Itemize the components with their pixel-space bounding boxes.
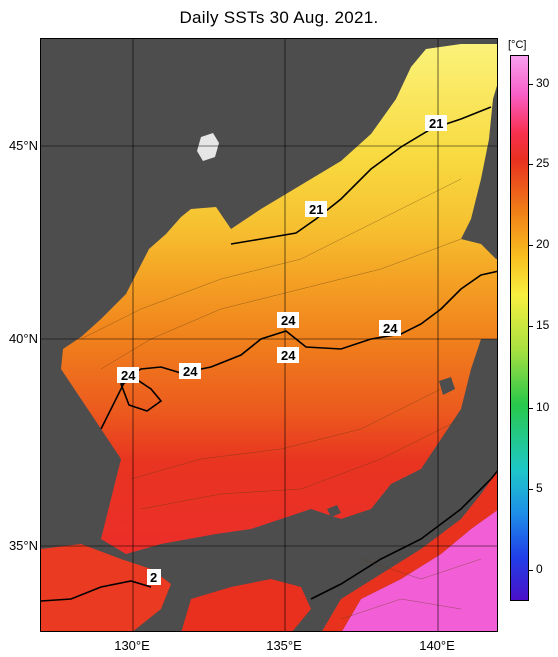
colorbar-unit: [°C] <box>508 39 527 51</box>
lon-label-130: 130°E <box>114 638 150 653</box>
hokkaido-land <box>461 85 497 259</box>
colorbar-tick: 15 <box>536 318 550 332</box>
contour-label: 21 <box>429 116 443 131</box>
contour-label: 2 <box>150 570 157 585</box>
lat-label-45: 45°N <box>8 138 38 153</box>
colorbar-tick: 25 <box>536 156 550 170</box>
contour-label: 24 <box>383 321 398 336</box>
lake-khanka <box>197 133 219 161</box>
sado-island <box>439 377 455 395</box>
sea-of-japan <box>61 44 497 554</box>
map-title: Daily SSTs 30 Aug. 2021. <box>179 8 379 27</box>
contour-27-east <box>310 470 497 600</box>
colorbar-tick: 20 <box>536 237 550 251</box>
contour-label: 24 <box>121 368 136 383</box>
contour-label: 24 <box>183 364 198 379</box>
oki-island <box>327 505 341 517</box>
inland-sea <box>181 579 311 631</box>
contour-27 <box>41 580 152 602</box>
contour-label: 21 <box>309 202 323 217</box>
lon-label-135: 135°E <box>266 638 302 653</box>
colorbar-tick: 5 <box>536 481 543 495</box>
sst-map[interactable]: 21 21 24 24 24 24 24 2 <box>40 38 498 632</box>
colorbar-tick: 30 <box>536 76 550 90</box>
colorbar-tick: 0 <box>536 562 543 576</box>
lat-label-40: 40°N <box>8 331 38 346</box>
contour-label: 24 <box>281 348 296 363</box>
kuroshio-red-band <box>322 471 497 631</box>
lat-label-35: 35°N <box>8 538 38 553</box>
colorbar <box>510 55 529 601</box>
contour-24 <box>100 270 497 430</box>
colorbar-tick: 10 <box>536 400 550 414</box>
pacific-warm-water <box>342 510 497 631</box>
lon-label-140: 140°E <box>419 638 455 653</box>
contour-label: 24 <box>281 313 296 328</box>
tsushima-strait-sea <box>41 544 171 631</box>
